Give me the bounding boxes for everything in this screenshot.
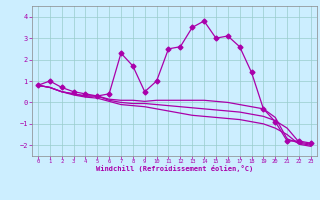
X-axis label: Windchill (Refroidissement éolien,°C): Windchill (Refroidissement éolien,°C) [96, 165, 253, 172]
